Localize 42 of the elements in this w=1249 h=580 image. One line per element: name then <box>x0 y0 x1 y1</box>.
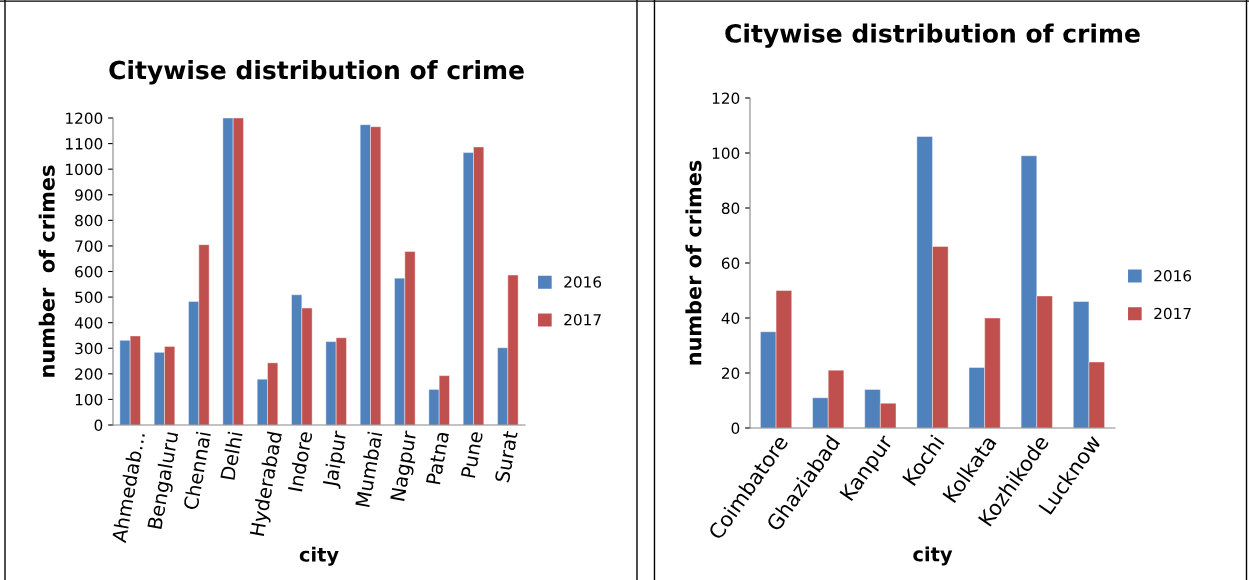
x-tick-label: Jaipur <box>321 429 351 489</box>
y-tick-label: 400 <box>74 317 103 329</box>
y-tick-label: 0 <box>731 422 740 435</box>
legend-label: 2017 <box>564 313 601 326</box>
x-tick-label: Chennai <box>182 431 211 511</box>
x-tick-label: Surat <box>494 430 518 483</box>
y-tick-label: 100 <box>712 147 740 160</box>
x-tick-label: Nagpur <box>390 429 421 502</box>
y-tick-label: 200 <box>75 368 103 380</box>
y-tick-label: 500 <box>75 291 103 304</box>
legend-label: 2016 <box>1154 270 1192 282</box>
x-axis-title: city <box>299 546 339 566</box>
y-tick-label: 120 <box>712 92 740 105</box>
x-tick-label: Delhi <box>219 431 243 480</box>
y-tick-label: 100 <box>75 393 103 406</box>
x-tick-label: Mumbai <box>354 431 383 508</box>
x-tick-label: Patna <box>426 431 450 485</box>
y-tick-label: 60 <box>721 257 740 270</box>
x-tick-label: Pune <box>460 430 484 478</box>
y-tick-label: 1000 <box>66 163 103 176</box>
x-tick-label: Bengaluru <box>146 431 183 530</box>
y-tick-label: 600 <box>75 265 103 278</box>
y-tick-label: 0 <box>94 419 103 432</box>
y-tick-label: 900 <box>75 189 103 201</box>
chart-title: Citywise distribution of crime <box>725 23 1140 48</box>
y-tick-label: 1100 <box>66 138 103 150</box>
y-axis-title: number of crimes <box>685 160 702 365</box>
x-axis-title: city <box>913 546 953 566</box>
legend-label: 2017 <box>1154 307 1191 320</box>
x-tick-label: Hyderabad <box>249 431 286 537</box>
y-tick-label: 700 <box>75 240 103 252</box>
y-tick-label: 800 <box>75 214 103 227</box>
legend-label: 2016 <box>564 276 602 288</box>
y-axis-title: number of crimes <box>38 165 55 377</box>
y-tick-label: 40 <box>721 312 740 325</box>
y-tick-label: 1200 <box>66 112 103 125</box>
x-tick-label: Ahmedab… <box>111 432 146 544</box>
y-tick-label: 300 <box>75 342 103 355</box>
chart-title: Citywise distribution of crime <box>109 60 524 85</box>
y-tick-label: 80 <box>721 202 740 215</box>
y-tick-label: 20 <box>721 367 740 380</box>
x-tick-label: Indore <box>287 430 313 492</box>
